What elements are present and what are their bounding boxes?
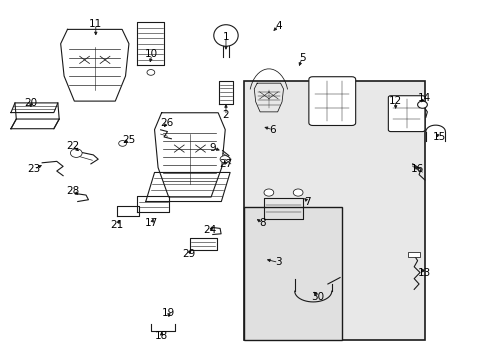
Text: 15: 15 xyxy=(432,132,445,142)
Ellipse shape xyxy=(213,25,238,46)
Circle shape xyxy=(264,189,273,196)
Text: 16: 16 xyxy=(410,164,424,174)
Text: 23: 23 xyxy=(27,164,41,174)
FancyBboxPatch shape xyxy=(308,77,355,126)
Text: 24: 24 xyxy=(203,225,217,235)
Text: 10: 10 xyxy=(145,49,158,59)
Circle shape xyxy=(220,156,229,163)
Bar xyxy=(244,207,341,339)
Text: 22: 22 xyxy=(66,141,80,151)
Circle shape xyxy=(293,189,303,196)
Text: 3: 3 xyxy=(275,257,282,267)
Text: 26: 26 xyxy=(160,118,173,128)
Bar xyxy=(244,81,424,339)
Text: 5: 5 xyxy=(298,53,305,63)
Text: 4: 4 xyxy=(275,21,282,31)
Text: 19: 19 xyxy=(162,308,175,318)
Text: 18: 18 xyxy=(155,331,168,341)
Text: 28: 28 xyxy=(66,186,80,197)
FancyBboxPatch shape xyxy=(387,96,424,132)
Text: 7: 7 xyxy=(304,197,310,207)
Text: 13: 13 xyxy=(417,268,430,278)
Text: 21: 21 xyxy=(110,220,123,230)
Text: 2: 2 xyxy=(222,111,229,121)
Text: 27: 27 xyxy=(219,159,232,169)
Circle shape xyxy=(147,69,155,75)
Circle shape xyxy=(119,140,126,146)
Circle shape xyxy=(70,149,82,157)
Text: 25: 25 xyxy=(122,135,135,145)
Text: 29: 29 xyxy=(182,248,195,258)
Text: 1: 1 xyxy=(222,32,229,41)
Bar xyxy=(407,252,419,257)
Text: 30: 30 xyxy=(310,292,324,302)
Text: 14: 14 xyxy=(417,93,430,103)
Text: 11: 11 xyxy=(89,19,102,29)
Text: 9: 9 xyxy=(209,143,216,153)
Text: 17: 17 xyxy=(145,218,158,228)
Text: 20: 20 xyxy=(24,98,38,108)
Text: 8: 8 xyxy=(259,218,266,228)
Circle shape xyxy=(417,101,427,108)
Text: 6: 6 xyxy=(269,125,276,135)
Text: 12: 12 xyxy=(388,96,402,106)
